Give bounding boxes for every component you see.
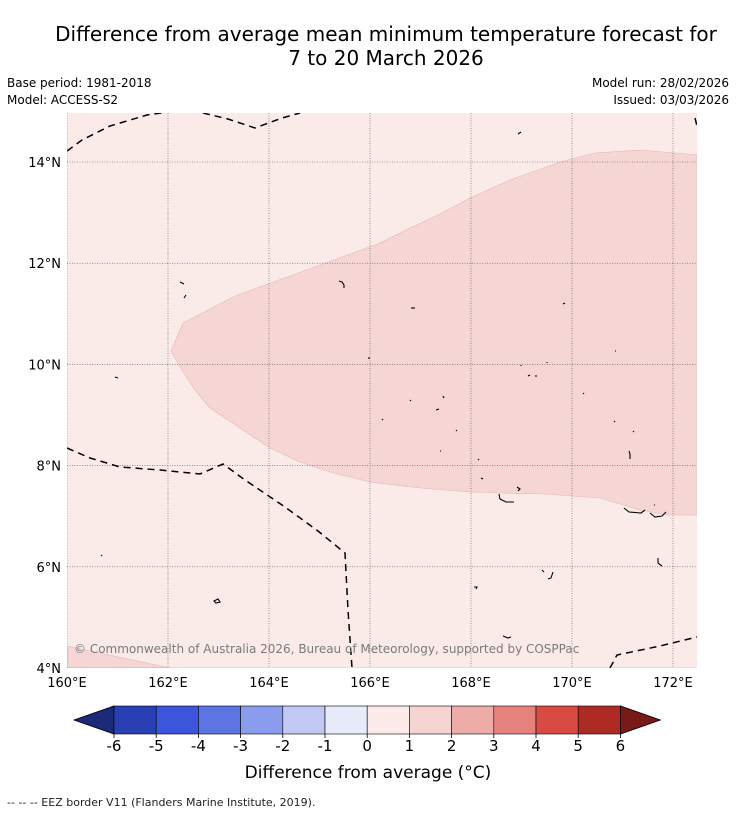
colorbar-tick-label: -1 [318,737,333,755]
longitude-label: 172°E [653,676,693,691]
colorbar-tick-label: -2 [275,737,290,755]
colorbar-extend-high [620,705,662,735]
island [541,569,545,573]
colorbar-tick-label: 0 [362,737,372,755]
colorbar-bin [240,705,284,735]
eez-footnote: -- -- -- EEZ border V11 (Flanders Marine… [7,796,316,809]
islands [100,131,667,639]
eez-border-northeast [694,117,697,127]
copyright-notice: © Commonwealth of Australia 2026, Bureau… [74,642,579,656]
model-run: Model run: 28/02/2026 [591,76,729,90]
island [632,430,635,433]
latitude-label: 8°N [37,460,62,475]
graticule [67,113,697,668]
island [455,429,458,432]
island [562,302,566,305]
base-period: Base period: 1981-2018 [7,76,152,90]
longitude-label: 166°E [350,676,390,691]
island [582,392,585,395]
island [480,477,484,480]
island [474,586,478,590]
colorbar-tick-label: 5 [573,737,583,755]
colorbar-tick-label: -3 [233,737,248,755]
latitude-label: 10°N [28,358,61,373]
island [114,376,119,379]
island [527,374,531,377]
colorbar-bin [324,705,368,735]
eez-borders [67,113,697,668]
longitude-label: 160°E [47,676,87,691]
colorbar-bin [155,705,199,735]
island [502,635,512,639]
colorbar-extend-low [72,705,115,735]
colorbar-bin [577,705,621,735]
island [516,486,521,492]
island [649,511,667,518]
colorbar-label: Difference from average (°C) [244,763,492,783]
eez-border-southeast [609,636,697,668]
colorbar-tick-label: 2 [447,737,457,755]
longitude-label: 168°E [451,676,491,691]
colorbar-tick-label: 4 [531,737,541,755]
colorbar-bin [409,705,452,735]
colorbar-bin [282,705,326,735]
title-line-2: 7 to 20 March 2026 [288,46,484,70]
colorbar-tick-label: 3 [489,737,499,755]
island [547,571,554,580]
model-name: Model: ACCESS-S2 [7,93,119,107]
colorbar-bin [198,705,241,735]
island [628,450,631,459]
latitude-label: 14°N [28,156,61,171]
latitude-label: 12°N [28,257,61,272]
longitude-labels: 160°E 162°E 164°E 166°E 168°E 170°E 172°E [47,676,693,691]
island [338,280,345,288]
island [623,507,646,514]
colorbar-tick-label: -4 [191,737,206,755]
colorbar-bin [451,705,495,735]
island [442,395,445,399]
island [657,558,663,567]
issued-date: Issued: 03/03/2026 [613,93,729,107]
anomaly-region-corner [67,645,171,668]
island [435,408,440,411]
eez-border-north-2 [202,113,301,129]
island [517,131,522,135]
meta-right: Model run: 28/02/2026 Issued: 03/03/2026 [592,75,729,109]
meta-left: Base period: 1981-2018 Model: ACCESS-S2 [7,75,152,109]
eez-border-west [67,447,353,668]
latitude-labels: 14°N 12°N 10°N 8°N 6°N 4°N [28,156,61,677]
island [498,493,514,503]
colorbar: -6 -5 -4 -3 -2 -1 0 1 2 3 4 5 6 [72,705,662,755]
longitude-label: 170°E [552,676,592,691]
island [213,598,221,604]
longitude-label: 164°E [249,676,289,691]
island [477,458,480,461]
colorbar-tick-label: 1 [405,737,415,755]
island [100,554,103,557]
longitude-label: 162°E [148,676,188,691]
island [381,418,384,421]
latitude-label: 6°N [37,561,62,576]
island [183,294,187,299]
island [409,399,412,402]
colorbar-tick-label: 6 [616,737,626,755]
anomaly-region-1-to-2 [170,149,697,516]
map-title: Difference from average mean minimum tem… [0,22,736,70]
island [179,281,185,285]
colorbar-bin [366,705,410,735]
colorbar-bin [113,705,157,735]
colorbar-tick-label: -6 [107,737,122,755]
title-line-1: Difference from average mean minimum tem… [55,22,717,46]
latitude-label: 4°N [37,662,62,677]
colorbar-bin [493,705,537,735]
eez-border-north [67,113,167,152]
colorbar-tick-label: -5 [149,737,164,755]
island [613,420,616,423]
colorbar-bin [535,705,579,735]
